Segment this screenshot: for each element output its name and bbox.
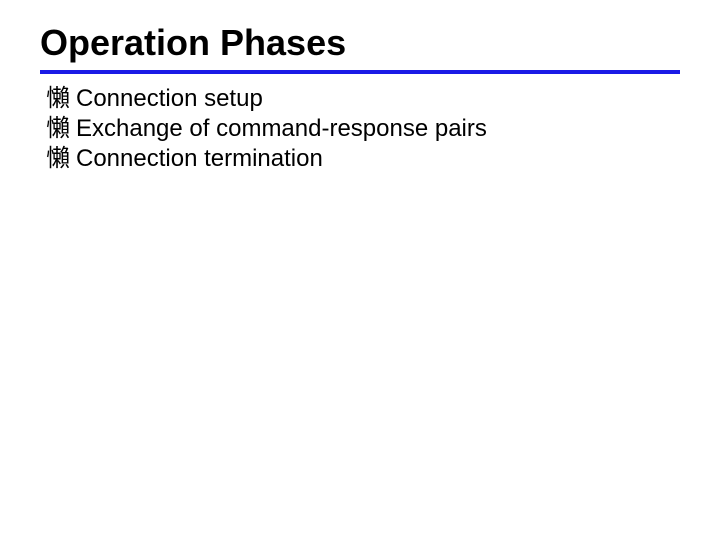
bullet-list: 懶 Connection setup 懶 Exchange of command… (40, 84, 680, 174)
slide: Operation Phases 懶 Connection setup 懶 Ex… (0, 0, 720, 540)
bullet-icon: 懶 (46, 84, 70, 114)
bullet-icon: 懶 (46, 144, 70, 174)
title-underline-rule (40, 70, 680, 74)
list-item-text: Exchange of command-response pairs (76, 114, 487, 144)
bullet-icon: 懶 (46, 114, 70, 144)
slide-title: Operation Phases (40, 22, 680, 64)
list-item-text: Connection setup (76, 84, 263, 114)
list-item: 懶 Exchange of command-response pairs (46, 114, 680, 144)
list-item: 懶 Connection setup (46, 84, 680, 114)
list-item: 懶 Connection termination (46, 144, 680, 174)
list-item-text: Connection termination (76, 144, 323, 174)
